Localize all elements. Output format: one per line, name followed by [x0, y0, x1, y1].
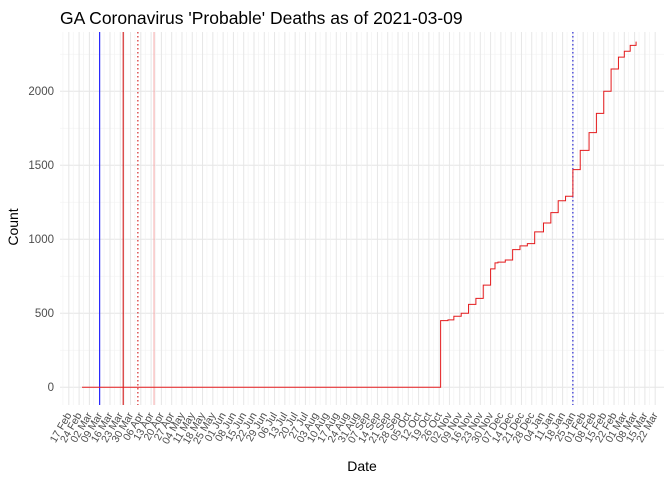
series-group — [82, 41, 637, 388]
y-tick-label: 500 — [35, 308, 54, 320]
y-tick-label: 1000 — [28, 234, 54, 246]
x-axis-title: Date — [347, 458, 377, 474]
reference-lines — [99, 32, 574, 405]
series-line-0 — [82, 41, 637, 388]
y-tick-label: 1500 — [28, 160, 54, 172]
y-tick-labels: 0 500 1000 1500 2000 — [28, 86, 54, 394]
grid-lines — [60, 32, 664, 405]
y-tick-label: 0 — [48, 382, 54, 394]
y-axis-title: Count — [5, 208, 21, 245]
chart-title: GA Coronavirus 'Probable' Deaths as of 2… — [60, 8, 463, 28]
y-tick-label: 2000 — [28, 86, 54, 98]
